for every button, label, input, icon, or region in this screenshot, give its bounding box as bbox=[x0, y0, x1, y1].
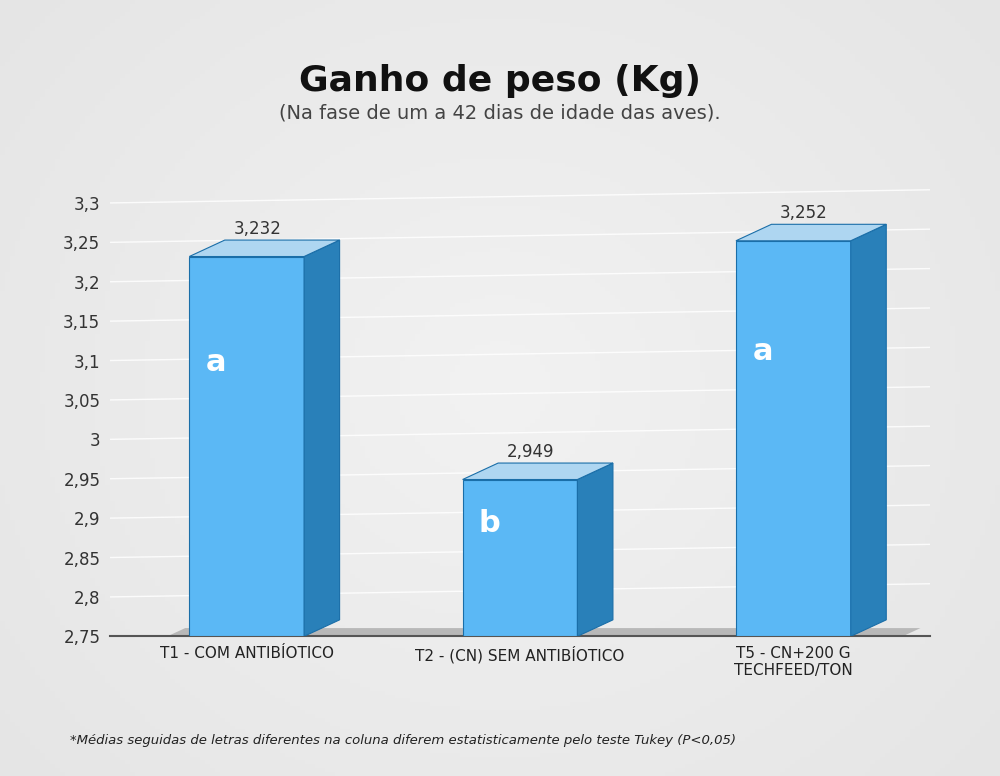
Polygon shape bbox=[736, 224, 886, 241]
Text: 2,949: 2,949 bbox=[507, 442, 554, 461]
Text: 3,232: 3,232 bbox=[233, 220, 281, 237]
Polygon shape bbox=[304, 240, 340, 636]
Text: Ganho de peso (Kg): Ganho de peso (Kg) bbox=[299, 64, 701, 99]
Polygon shape bbox=[851, 224, 886, 636]
Polygon shape bbox=[463, 480, 577, 636]
Text: b: b bbox=[479, 509, 501, 538]
Polygon shape bbox=[736, 241, 851, 636]
Text: a: a bbox=[206, 348, 226, 377]
Text: 3,252: 3,252 bbox=[780, 204, 828, 222]
Polygon shape bbox=[577, 463, 613, 636]
Polygon shape bbox=[463, 463, 613, 480]
Polygon shape bbox=[189, 240, 340, 257]
Polygon shape bbox=[189, 257, 304, 636]
Text: *Médias seguidas de letras diferentes na coluna diferem estatisticamente pelo te: *Médias seguidas de letras diferentes na… bbox=[70, 733, 736, 747]
Text: a: a bbox=[752, 337, 773, 366]
Polygon shape bbox=[167, 628, 920, 636]
Text: (Na fase de um a 42 dias de idade das aves).: (Na fase de um a 42 dias de idade das av… bbox=[279, 103, 721, 122]
